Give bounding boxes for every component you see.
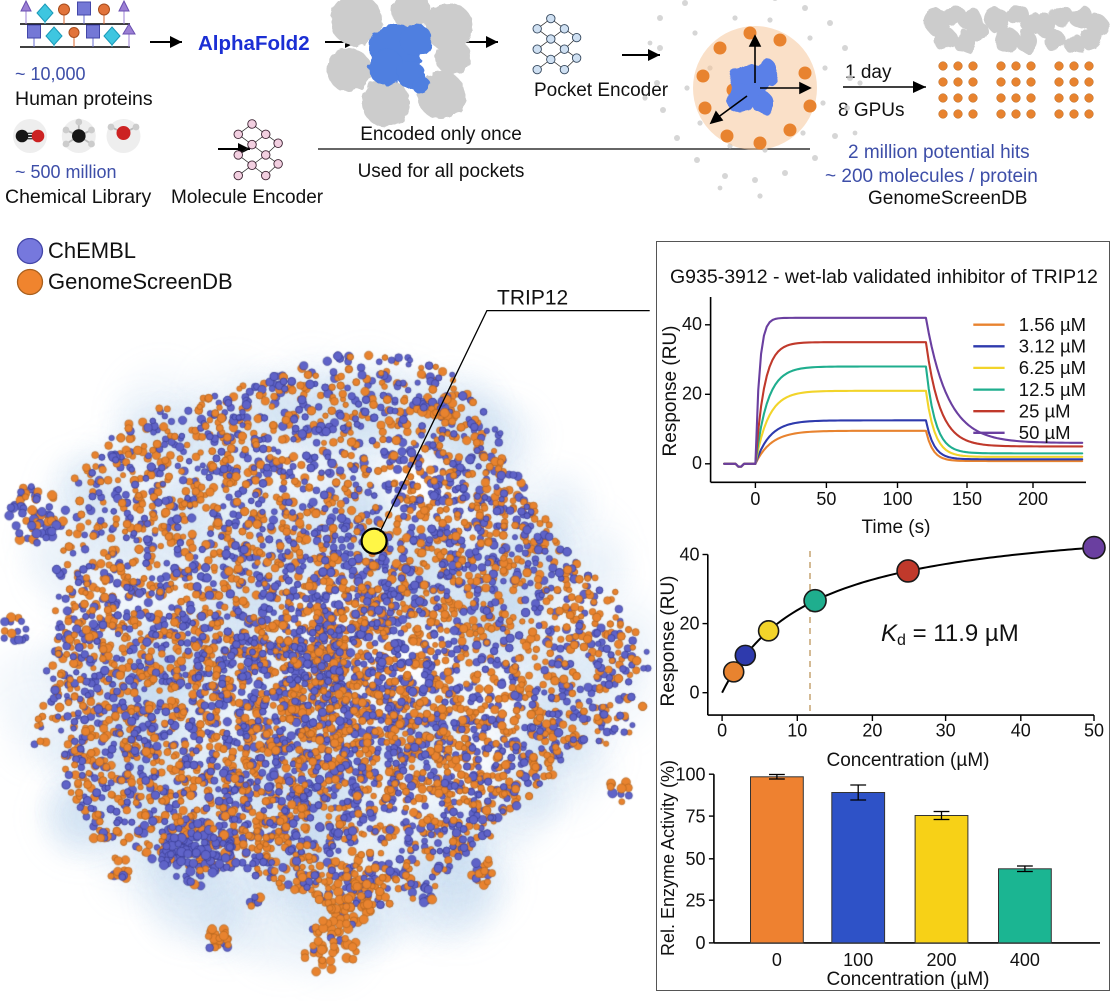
svg-text:25 µM: 25 µM: [1019, 401, 1071, 422]
svg-text:0: 0: [772, 950, 782, 970]
svg-text:6.25 µM: 6.25 µM: [1019, 357, 1086, 378]
svg-text:2 million potential hits: 2 million potential hits: [848, 142, 1030, 163]
svg-text:Time (s): Time (s): [862, 517, 931, 538]
svg-text:200: 200: [1018, 489, 1048, 509]
svg-text:Response (RU): Response (RU): [660, 326, 681, 457]
svg-text:Encoded only once: Encoded only once: [360, 124, 522, 145]
svg-text:~ 200 molecules / protein: ~ 200 molecules / protein: [825, 166, 1038, 187]
svg-text:Chemical Library: Chemical Library: [5, 186, 152, 208]
svg-text:G935-3912 - wet-lab validated: G935-3912 - wet-lab validated inhibitor …: [670, 266, 1098, 288]
svg-text:0: 0: [717, 721, 727, 741]
svg-text:10: 10: [787, 721, 807, 741]
svg-text:400: 400: [1010, 950, 1040, 970]
svg-text:20: 20: [682, 384, 702, 404]
svg-text:Used for all pockets: Used for all pockets: [358, 161, 525, 182]
svg-text:~ 500 million: ~ 500 million: [15, 162, 117, 182]
svg-text:Pocket Encoder: Pocket Encoder: [534, 80, 669, 101]
svg-text:Rel. Enzyme Activity (%): Rel. Enzyme Activity (%): [658, 760, 678, 956]
svg-text:0: 0: [692, 453, 702, 473]
svg-text:50: 50: [685, 849, 705, 869]
svg-text:0: 0: [689, 683, 699, 703]
svg-text:Kd = 11.9 µM: Kd = 11.9 µM: [881, 620, 1019, 649]
svg-text:Human proteins: Human proteins: [15, 88, 153, 110]
svg-text:1.56 µM: 1.56 µM: [1019, 314, 1086, 335]
svg-text:3.12 µM: 3.12 µM: [1019, 336, 1086, 357]
svg-text:50: 50: [1084, 721, 1104, 741]
svg-text:~ 10,000: ~ 10,000: [15, 64, 86, 84]
svg-text:75: 75: [685, 806, 705, 826]
svg-text:25: 25: [685, 891, 705, 911]
svg-text:50 µM: 50 µM: [1019, 422, 1071, 443]
svg-text:GenomeScreenDB: GenomeScreenDB: [868, 188, 1027, 209]
svg-text:0: 0: [695, 933, 705, 953]
svg-text:12.5 µM: 12.5 µM: [1019, 379, 1086, 400]
svg-text:Response (RU): Response (RU): [658, 576, 679, 707]
svg-text:AlphaFold2: AlphaFold2: [198, 32, 310, 55]
svg-text:Molecule Encoder: Molecule Encoder: [171, 187, 324, 208]
svg-text:150: 150: [952, 489, 982, 509]
svg-text:40: 40: [1011, 721, 1031, 741]
svg-text:ChEMBL: ChEMBL: [48, 238, 136, 263]
svg-text:0: 0: [750, 489, 760, 509]
svg-text:40: 40: [679, 544, 699, 564]
svg-text:40: 40: [682, 314, 702, 334]
svg-text:20: 20: [862, 721, 882, 741]
svg-text:GenomeScreenDB: GenomeScreenDB: [48, 269, 233, 294]
svg-text:100: 100: [843, 950, 873, 970]
svg-text:50: 50: [816, 489, 836, 509]
svg-text:20: 20: [679, 613, 699, 633]
svg-text:Concentration (µM): Concentration (µM): [826, 969, 989, 990]
svg-text:100: 100: [882, 489, 912, 509]
svg-text:100: 100: [675, 765, 705, 785]
svg-text:Concentration (µM): Concentration (µM): [826, 750, 989, 771]
svg-text:200: 200: [926, 950, 956, 970]
svg-text:30: 30: [936, 721, 956, 741]
